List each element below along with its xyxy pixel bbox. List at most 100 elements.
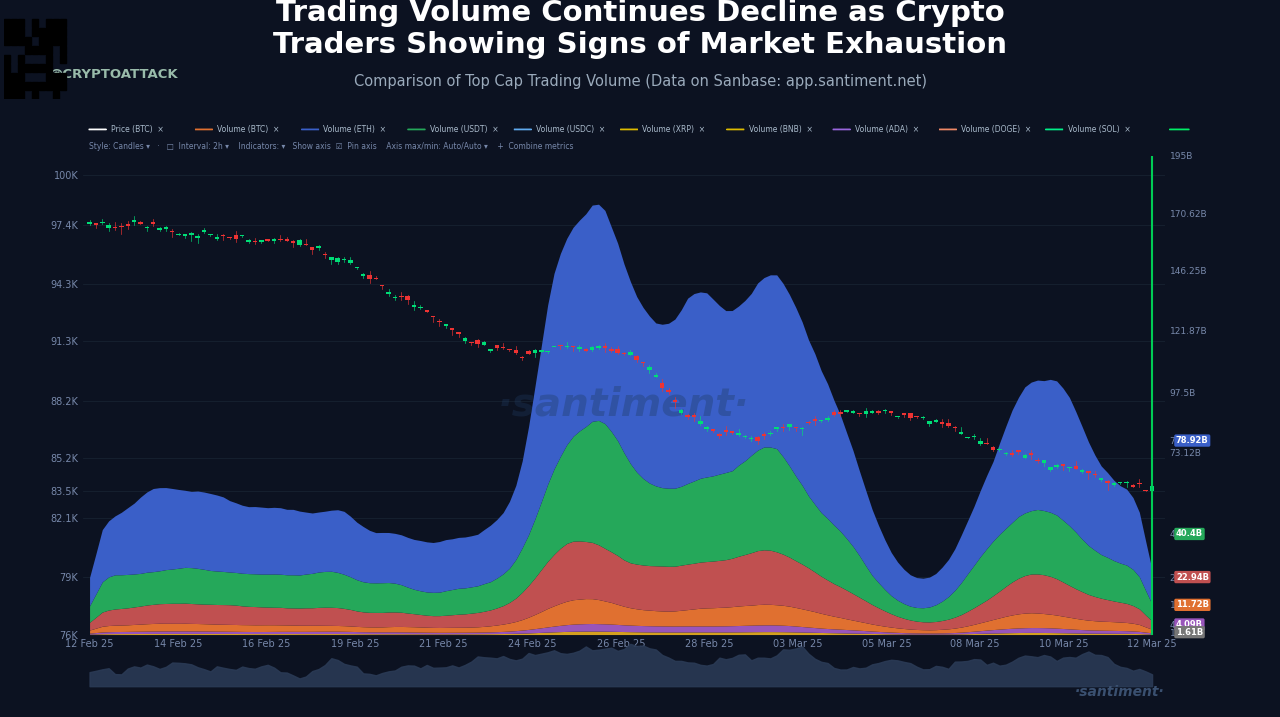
Bar [813,419,817,421]
Bar [997,449,1002,450]
Bar [241,235,244,237]
Bar [513,351,518,353]
Text: 11.72B: 11.72B [1176,600,1208,609]
Bar [717,434,722,436]
Bar [4,55,10,63]
Bar [794,427,797,428]
Bar [189,233,193,235]
Bar [883,410,887,412]
Text: Style: Candles ▾   ·   □  Interval: 2h ▾    Indicators: ▾   Show axis  ☑  Pin ax: Style: Candles ▾ · □ Interval: 2h ▾ Indi… [88,142,573,151]
Text: 40.4B: 40.4B [1176,529,1203,538]
Bar [558,345,563,346]
Bar [984,443,989,445]
Bar [284,239,289,241]
Bar [959,432,964,434]
Bar [800,428,804,429]
Bar [4,82,10,90]
Bar [412,305,416,308]
Bar [259,240,264,242]
Bar [628,353,632,355]
Bar [895,416,900,417]
Bar [54,19,59,27]
Bar [660,383,664,388]
Bar [297,240,302,245]
Bar [113,227,118,228]
Bar [60,82,67,90]
Bar [32,46,38,54]
Bar [132,220,137,222]
Text: Volume (SOL)  ×: Volume (SOL) × [1068,125,1130,134]
Bar [1010,453,1014,455]
Bar [323,254,328,255]
Bar [177,234,180,235]
Bar [755,437,760,441]
Bar [991,447,996,450]
Bar [106,224,111,228]
Bar [952,427,957,428]
Bar [678,410,684,413]
Bar [845,411,849,412]
Bar [826,418,829,420]
Bar [93,223,99,224]
Bar [40,82,45,90]
Bar [46,19,52,27]
Text: Trading Volume Continues Decline as Crypto
Traders Showing Signs of Market Exhau: Trading Volume Continues Decline as Cryp… [273,0,1007,60]
Bar [564,346,570,347]
Bar [119,226,124,227]
Bar [1111,483,1116,485]
Bar [291,242,296,243]
Bar [1137,483,1142,484]
Bar [787,424,791,427]
Bar [4,37,10,45]
Bar [730,432,735,433]
Bar [60,46,67,54]
Bar [399,295,403,297]
Bar [303,244,308,245]
Bar [698,421,703,424]
Bar [32,64,38,72]
Bar [46,37,52,45]
Text: ·santiment·: ·santiment· [498,386,750,424]
Bar [361,275,365,276]
Bar [32,28,38,37]
Bar [4,91,10,99]
Bar [1143,490,1148,491]
Bar [215,237,219,239]
Bar [32,82,38,90]
Bar [40,28,45,37]
Bar [1055,465,1059,467]
Bar [1117,482,1123,483]
Bar [4,64,10,72]
Bar [1004,452,1007,454]
Bar [419,307,422,308]
Bar [4,19,10,27]
Bar [654,375,658,377]
Bar [584,349,588,351]
Bar [667,390,671,392]
Bar [500,346,506,348]
Bar [18,73,24,81]
Bar [157,227,161,230]
Bar [691,414,696,417]
Text: ·santiment·: ·santiment· [1075,685,1165,699]
Bar [145,227,148,228]
Bar [685,415,690,417]
Bar [468,342,474,343]
Bar [100,222,105,223]
Bar [18,91,24,99]
Bar [723,430,728,432]
Bar [609,349,613,351]
Bar [18,19,24,27]
Bar [864,412,868,414]
Bar [431,316,435,318]
Bar [552,346,557,347]
Bar [1149,486,1155,491]
Bar [46,64,52,72]
Bar [742,436,748,437]
Bar [526,351,531,354]
Bar [425,310,429,312]
Bar [54,73,59,81]
Bar [858,413,861,414]
Bar [60,37,67,45]
Bar [209,234,212,235]
